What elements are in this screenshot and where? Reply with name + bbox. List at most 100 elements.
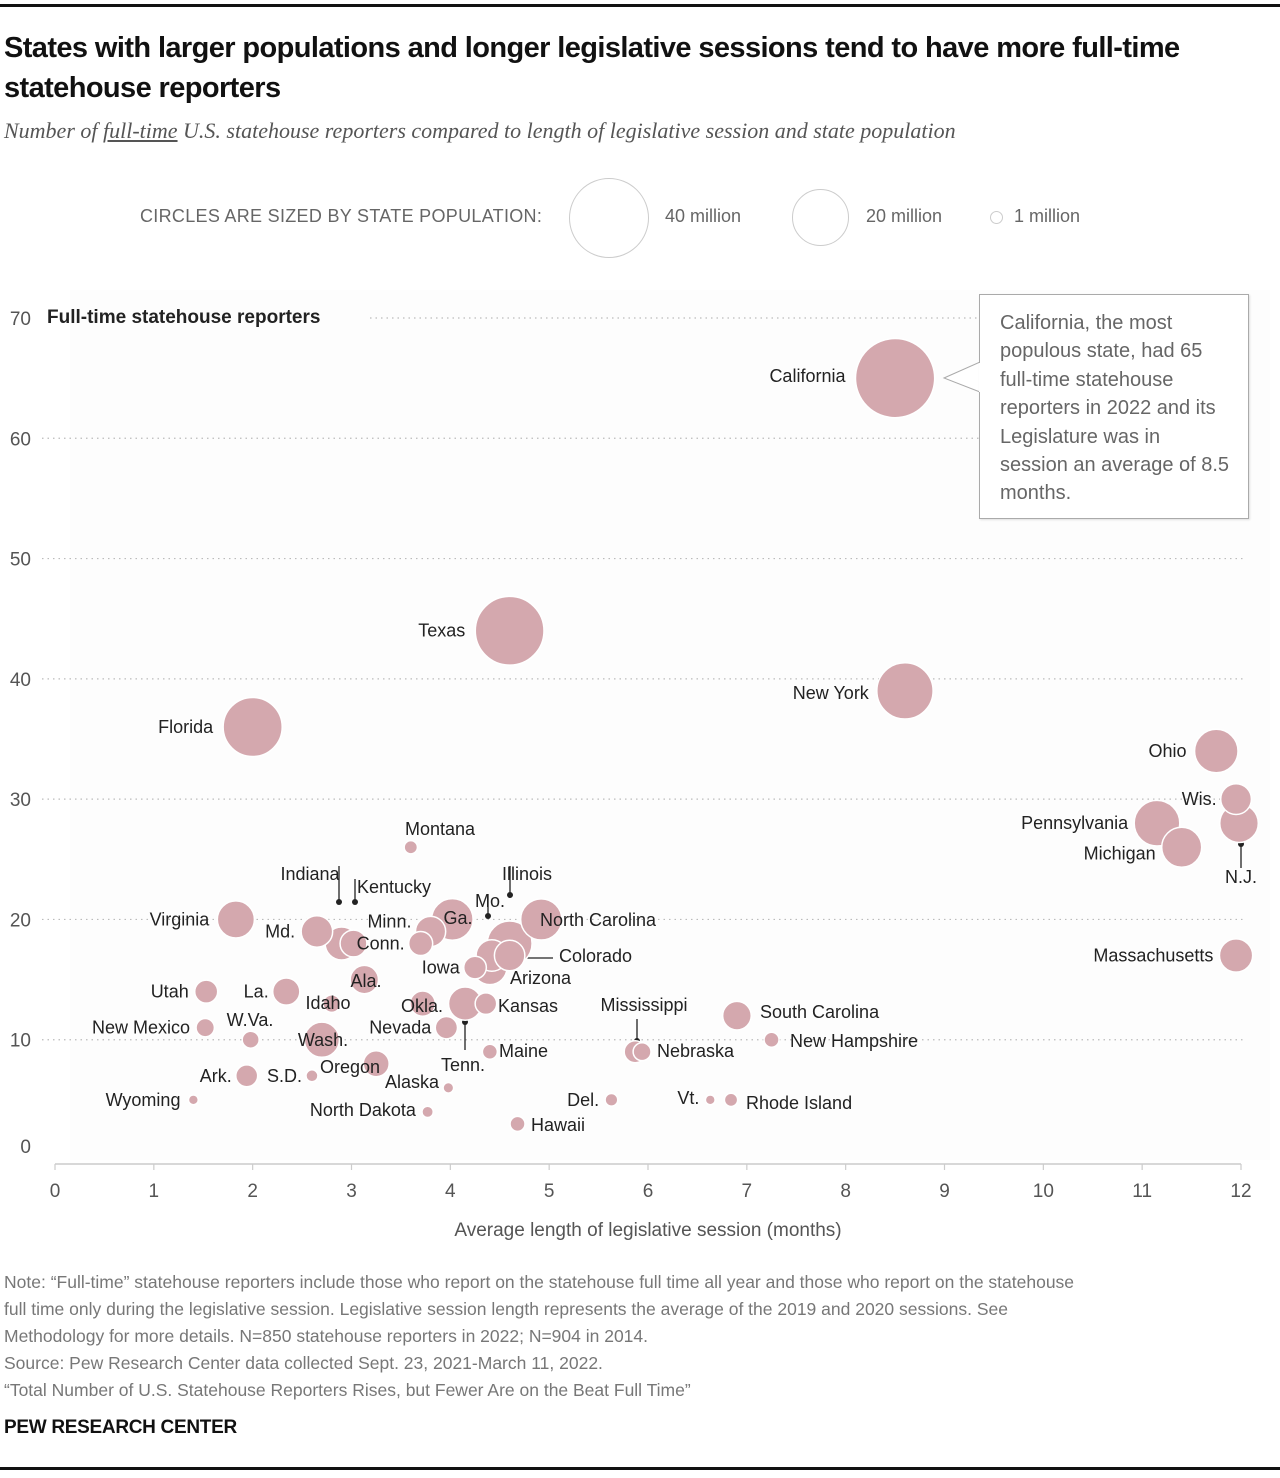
label-w-va-: W.Va.	[227, 1010, 274, 1030]
x-tick-label: 8	[840, 1181, 851, 1202]
label-new-hampshire: New Hampshire	[790, 1031, 918, 1051]
label-illinois: Illinois	[502, 864, 552, 884]
label-california: California	[769, 366, 846, 386]
note-line: Methodology for more details. N=850 stat…	[4, 1326, 649, 1346]
x-tick-label: 2	[247, 1181, 258, 1202]
label-s-d-: S.D.	[267, 1066, 302, 1086]
bubble-conn-	[407, 930, 434, 957]
bubble-wis-	[1219, 783, 1253, 816]
note-line: Note: “Full-time” statehouse reporters i…	[4, 1272, 1075, 1292]
y-axis-ticks: 0 10 20 30 40 50 60 70	[10, 309, 31, 1158]
bubble-kansas	[474, 992, 498, 1016]
chart-title: States with larger populations and longe…	[4, 32, 1180, 104]
x-tick-label: 10	[1033, 1181, 1054, 1202]
source-line: Source: Pew Research Center data collect…	[4, 1353, 603, 1373]
bubble-montana	[403, 839, 419, 855]
bubbles	[187, 337, 1260, 1133]
label-ohio: Ohio	[1149, 741, 1187, 761]
label-south-carolina: South Carolina	[760, 1002, 880, 1022]
bubble-north-carolina	[519, 898, 563, 941]
bubble-md-	[300, 914, 334, 948]
label-iowa: Iowa	[422, 958, 461, 978]
label-virginia: Virginia	[150, 909, 211, 929]
label-north-dakota: North Dakota	[310, 1100, 417, 1120]
bubble-florida	[222, 696, 283, 758]
label-wis-: Wis.	[1182, 789, 1217, 809]
chart-subtitle: Number of full-time U.S. statehouse repo…	[4, 118, 956, 144]
label-montana: Montana	[405, 819, 476, 839]
bubble-ala-	[349, 964, 380, 995]
label-florida: Florida	[158, 717, 214, 737]
bubble-massachusetts	[1218, 938, 1254, 973]
label-north-carolina: North Carolina	[540, 910, 657, 930]
report-title-line: “Total Number of U.S. Statehouse Reporte…	[4, 1380, 691, 1400]
size-legend-label: CIRCLES ARE SIZED BY STATE POPULATION:	[140, 206, 543, 226]
bubble-rhode-island	[723, 1092, 739, 1108]
bottom-rule	[0, 1467, 1280, 1470]
label-texas: Texas	[418, 621, 465, 641]
label-massachusetts: Massachusetts	[1093, 946, 1213, 966]
label-del-: Del.	[567, 1090, 599, 1110]
label-okla-: Okla.	[401, 996, 443, 1016]
x-tick-label: 12	[1230, 1181, 1251, 1202]
label-arizona: Arizona	[510, 968, 572, 988]
label-hawaii: Hawaii	[531, 1115, 585, 1135]
label-mississippi: Mississippi	[600, 995, 687, 1015]
label-la-: La.	[244, 982, 269, 1002]
bubble-new-hampshire	[763, 1031, 780, 1048]
y-tick-label: 70	[10, 309, 31, 330]
y-tick-label: 0	[20, 1137, 31, 1158]
bubble-del-	[604, 1092, 619, 1107]
bubble-maine	[481, 1043, 499, 1060]
label-wyoming: Wyoming	[106, 1090, 181, 1110]
leader-dot-illinois	[507, 892, 513, 898]
bubble-la-	[271, 977, 301, 1006]
subtitle-suffix: U.S. statehouse reporters compared to le…	[177, 118, 956, 143]
legend-label-40m: 40 million	[665, 206, 742, 226]
x-tick-label: 3	[346, 1181, 357, 1202]
label-new-mexico: New Mexico	[92, 1018, 190, 1038]
bubble-w-va-	[241, 1030, 260, 1049]
legend-circle-20m	[792, 189, 849, 246]
subtitle-emphasis: full-time	[103, 118, 178, 143]
bubble-idaho	[322, 994, 342, 1014]
label-wash-: Wash.	[298, 1030, 348, 1050]
bubble-vt-	[704, 1094, 716, 1106]
bubble-nevada	[434, 1015, 459, 1040]
bubble-ohio	[1193, 728, 1239, 774]
x-axis: 0 1 2 3 4 5 6 7 8 9 10 11 12	[50, 1163, 1252, 1202]
leader-dot-kentucky	[352, 899, 358, 905]
x-tick-label: 11	[1132, 1181, 1152, 1202]
label-oregon: Oregon	[320, 1057, 380, 1077]
bubble-s-d-	[305, 1069, 319, 1083]
label-nevada: Nevada	[369, 1018, 432, 1038]
label-kansas: Kansas	[498, 996, 558, 1016]
y-axis-title: Full-time statehouse reporters	[47, 307, 320, 328]
label-ark-: Ark.	[200, 1066, 232, 1086]
top-rule	[0, 4, 1280, 7]
label-idaho: Idaho	[305, 993, 350, 1013]
x-tick-label: 0	[50, 1181, 61, 1202]
label-tenn-: Tenn.	[441, 1055, 485, 1075]
pew-brand: PEW RESEARCH CENTER	[4, 1417, 237, 1438]
label-ga-: Ga.	[443, 908, 472, 928]
bubble-nebraska	[632, 1042, 652, 1062]
bubble-wash-	[303, 1021, 341, 1059]
x-tick-label: 1	[149, 1181, 160, 1202]
label-minn-: Minn.	[367, 911, 411, 931]
state-labels: California Texas New York Florida Ohio Wis. Pe…	[92, 366, 1257, 1135]
note-line: full time only during the legislative se…	[4, 1299, 1008, 1319]
label-md-: Md.	[265, 921, 295, 941]
label-maine: Maine	[499, 1041, 548, 1061]
label-new-york: New York	[793, 683, 870, 703]
label-mo-: Mo.	[475, 891, 505, 911]
x-tick-label: 9	[939, 1181, 950, 1202]
bubble-iowa	[462, 955, 488, 980]
legend-label-1m: 1 million	[1014, 206, 1081, 226]
label-conn-: Conn.	[357, 933, 405, 953]
y-tick-label: 10	[10, 1031, 31, 1052]
label-rhode-island: Rhode Island	[746, 1093, 852, 1113]
bubble-michigan	[1160, 826, 1203, 869]
leader-dot-mo-	[485, 913, 491, 919]
y-tick-label: 50	[10, 550, 31, 571]
